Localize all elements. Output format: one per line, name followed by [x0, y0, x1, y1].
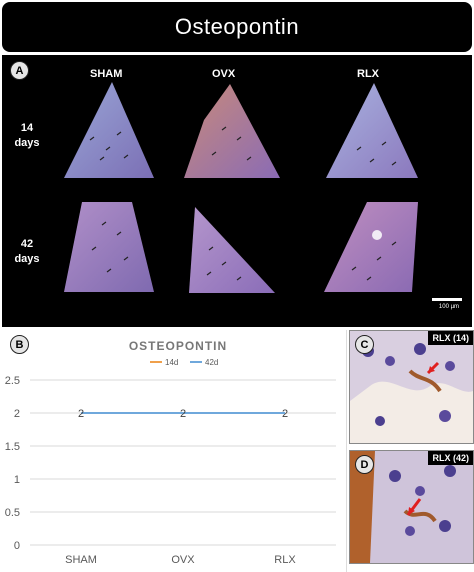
y-tick-label: 0.5: [5, 507, 20, 519]
figure-title: Osteopontin: [2, 2, 472, 52]
panel-a-badge: A: [10, 61, 29, 80]
x-tick-label: OVX: [171, 554, 195, 566]
y-tick-label: 2: [14, 408, 20, 420]
panel-c-tag: RLX (14): [428, 331, 473, 345]
tissue-ovx-42: [189, 207, 275, 293]
scale-bar-label: 100 µm: [438, 304, 460, 310]
panel-b-badge: B: [10, 335, 29, 354]
row-label-42-number: 42: [20, 238, 34, 250]
row-label-14-days: 14 days: [10, 121, 44, 151]
x-tick-label: SHAM: [65, 554, 97, 566]
data-label: 2: [180, 408, 186, 420]
legend-label-42d: 42d: [205, 358, 218, 367]
chart-legend: 14d 42d: [150, 358, 218, 367]
x-tick-label: RLX: [274, 554, 296, 566]
panel-c-micrograph: C RLX (14): [349, 330, 474, 444]
chart-title: OSTEOPONTIN: [129, 339, 227, 353]
y-tick-label: 1: [14, 474, 20, 486]
panel-d-badge: D: [355, 455, 374, 474]
panel-d-micrograph: D RLX (42): [349, 450, 474, 564]
panel-a-histology: A SHAM OVX RLX 14 days 42 days: [2, 55, 472, 327]
row-label-14-number: 14: [20, 122, 34, 134]
panel-b-chart: B OSTEOPONTIN 14d 42d 0 0.5 1 1.5 2 2.5 SHAM OV…: [0, 330, 347, 572]
osteopontin-line-chart: OSTEOPONTIN 14d 42d 0 0.5 1 1.5 2 2.5 SHAM OVX R…: [5, 339, 336, 566]
column-header-ovx: OVX: [212, 68, 236, 80]
chart-data-labels: 2 2 2: [78, 408, 288, 420]
row-label-42-days: 42 days: [10, 237, 44, 267]
column-header-sham: SHAM: [90, 68, 123, 80]
panel-c-badge: C: [355, 335, 374, 354]
tissue-rlx-42: [324, 202, 418, 292]
figure-title-text: Osteopontin: [174, 14, 300, 39]
y-tick-label: 1.5: [5, 441, 20, 453]
tissue-rlx-14: [326, 83, 418, 178]
chart-gridlines: [30, 379, 336, 546]
tissue-sham-42: [64, 202, 154, 292]
data-label: 2: [282, 408, 288, 420]
row-label-42-unit: days: [14, 253, 40, 265]
scale-bar: [432, 298, 462, 301]
y-axis: 0 0.5 1 1.5 2 2.5: [5, 375, 20, 552]
row-label-14-unit: days: [14, 137, 40, 149]
legend-label-14d: 14d: [165, 358, 178, 367]
data-label: 2: [78, 408, 84, 420]
y-tick-label: 0: [14, 540, 20, 552]
tissue-ovx-14: [184, 84, 280, 178]
panel-d-tag: RLX (42): [428, 451, 473, 465]
x-axis: SHAM OVX RLX: [65, 554, 296, 566]
tissue-sham-14: [64, 82, 154, 178]
column-header-rlx: RLX: [357, 68, 379, 80]
y-tick-label: 2.5: [5, 375, 20, 387]
